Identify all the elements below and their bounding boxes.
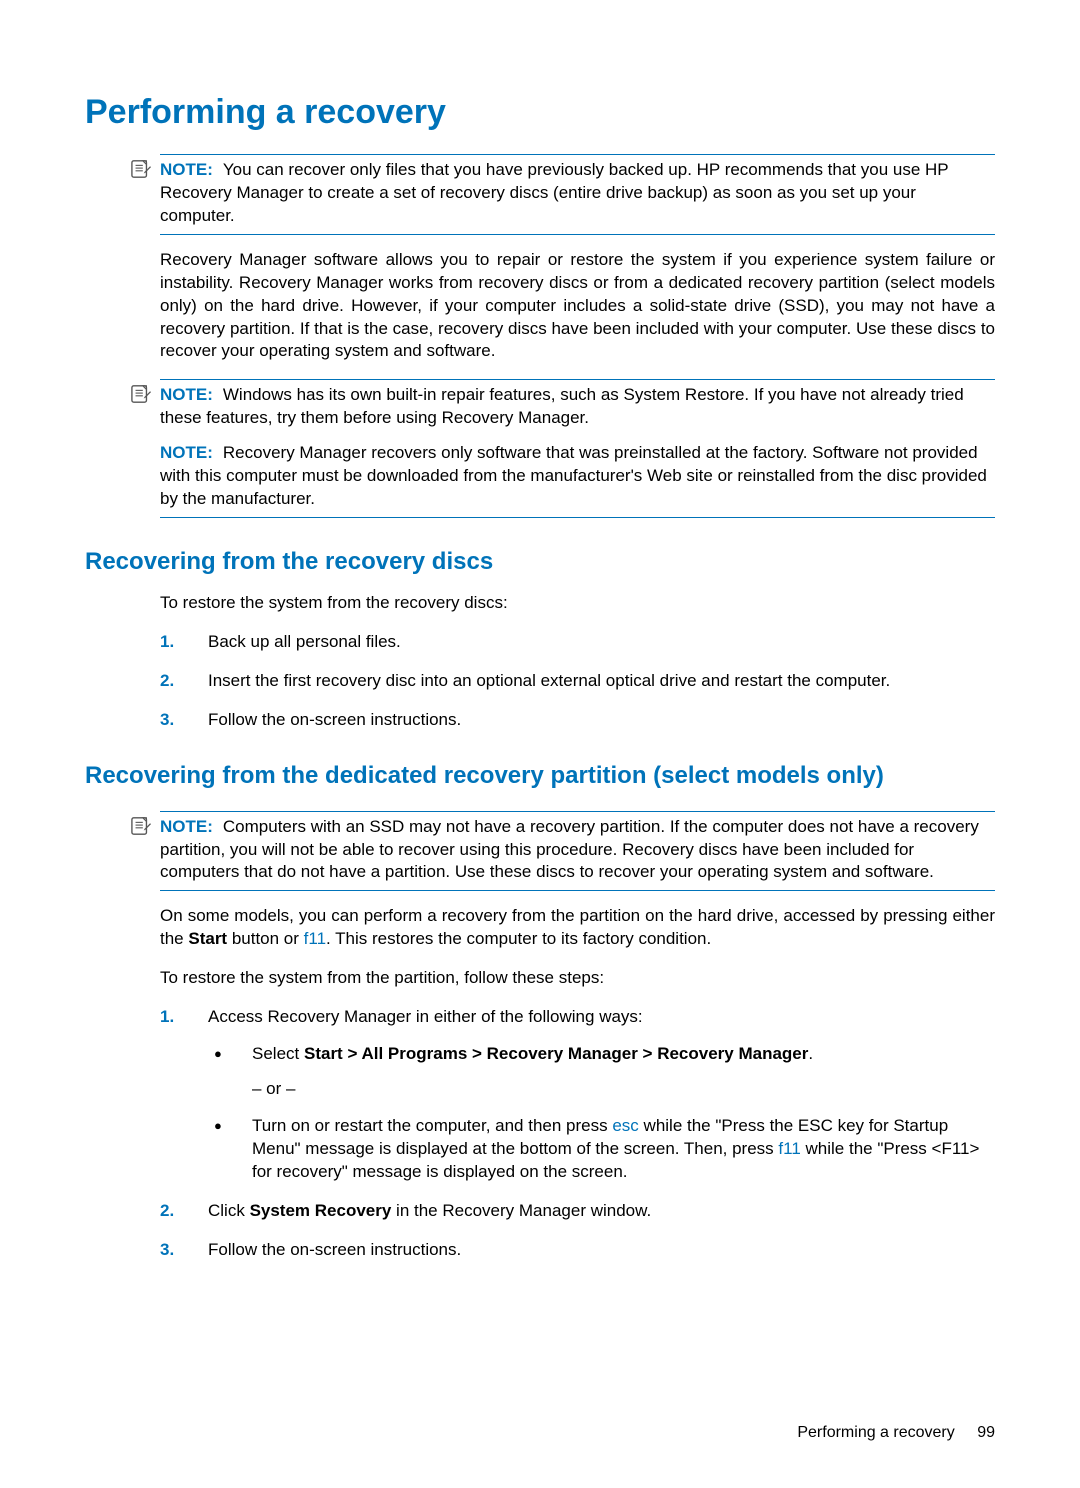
note-label: NOTE:	[160, 385, 213, 404]
note-label: NOTE:	[160, 817, 213, 836]
page-number: 99	[977, 1424, 995, 1441]
section2-p2: To restore the system from the partition…	[160, 967, 995, 990]
step-item: 1. Access Recovery Manager in either of …	[160, 1006, 995, 1184]
note-4-text: NOTE:Computers with an SSD may not have …	[160, 816, 995, 885]
step-item: 2. Click System Recovery in the Recovery…	[160, 1200, 995, 1223]
section-title-1: Recovering from the recovery discs	[85, 546, 995, 578]
section1-intro: To restore the system from the recovery …	[160, 592, 995, 615]
section-title-2: Recovering from the dedicated recovery p…	[85, 760, 995, 792]
page-title: Performing a recovery	[85, 90, 995, 136]
step-number: 1.	[160, 631, 174, 654]
section2-p1: On some models, you can perform a recove…	[160, 905, 995, 951]
step-item: 3.Follow the on-screen instructions.	[160, 709, 995, 732]
bullet-item: Select Start > All Programs > Recovery M…	[208, 1043, 995, 1101]
or-separator: – or –	[252, 1078, 995, 1101]
note-block-1: NOTE:You can recover only files that you…	[160, 154, 995, 235]
section1-steps: 1.Back up all personal files. 2.Insert t…	[160, 631, 995, 732]
note-label: NOTE:	[160, 443, 213, 462]
step-number: 1.	[160, 1006, 174, 1029]
page-footer: Performing a recovery 99	[85, 1422, 995, 1444]
step-item: 1.Back up all personal files.	[160, 631, 995, 654]
note-icon	[130, 816, 152, 836]
note-block-2: NOTE:Windows has its own built-in repair…	[160, 379, 995, 518]
note-icon	[130, 159, 152, 179]
bullet-item: Turn on or restart the computer, and the…	[208, 1115, 995, 1184]
note-1-text: NOTE:You can recover only files that you…	[160, 159, 995, 228]
note-block-3: NOTE:Computers with an SSD may not have …	[160, 811, 995, 892]
step-number: 3.	[160, 1239, 174, 1262]
step-number: 2.	[160, 1200, 174, 1223]
bullet-list: Select Start > All Programs > Recovery M…	[208, 1043, 995, 1184]
note-2-text: NOTE:Windows has its own built-in repair…	[160, 384, 995, 430]
note-icon	[130, 384, 152, 404]
step-number: 3.	[160, 709, 174, 732]
step-item: 3. Follow the on-screen instructions.	[160, 1239, 995, 1262]
step-number: 2.	[160, 670, 174, 693]
section2-steps: 1. Access Recovery Manager in either of …	[160, 1006, 995, 1262]
note-label: NOTE:	[160, 160, 213, 179]
step-item: 2.Insert the first recovery disc into an…	[160, 670, 995, 693]
footer-text: Performing a recovery	[797, 1424, 954, 1441]
note-3-text: NOTE:Recovery Manager recovers only soft…	[160, 442, 995, 511]
intro-paragraph: Recovery Manager software allows you to …	[160, 249, 995, 364]
